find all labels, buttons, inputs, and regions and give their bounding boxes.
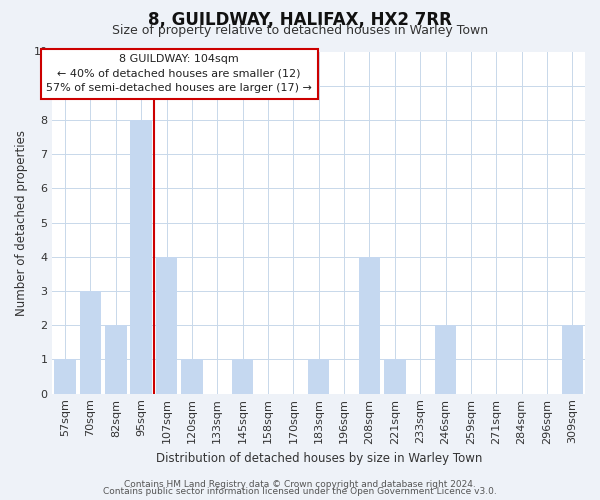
Bar [308,360,329,394]
Text: Size of property relative to detached houses in Warley Town: Size of property relative to detached ho… [112,24,488,37]
Bar [105,325,127,394]
Bar [181,360,203,394]
Bar [232,360,253,394]
Bar [55,360,76,394]
Bar [562,325,583,394]
Bar [359,257,380,394]
Bar [80,291,101,394]
Y-axis label: Number of detached properties: Number of detached properties [15,130,28,316]
Text: Contains HM Land Registry data © Crown copyright and database right 2024.: Contains HM Land Registry data © Crown c… [124,480,476,489]
Bar [130,120,152,394]
Text: 8, GUILDWAY, HALIFAX, HX2 7RR: 8, GUILDWAY, HALIFAX, HX2 7RR [148,11,452,29]
Bar [156,257,178,394]
Text: 8 GUILDWAY: 104sqm
← 40% of detached houses are smaller (12)
57% of semi-detache: 8 GUILDWAY: 104sqm ← 40% of detached hou… [46,54,312,93]
Bar [435,325,456,394]
Bar [384,360,406,394]
Text: Contains public sector information licensed under the Open Government Licence v3: Contains public sector information licen… [103,487,497,496]
X-axis label: Distribution of detached houses by size in Warley Town: Distribution of detached houses by size … [155,452,482,465]
